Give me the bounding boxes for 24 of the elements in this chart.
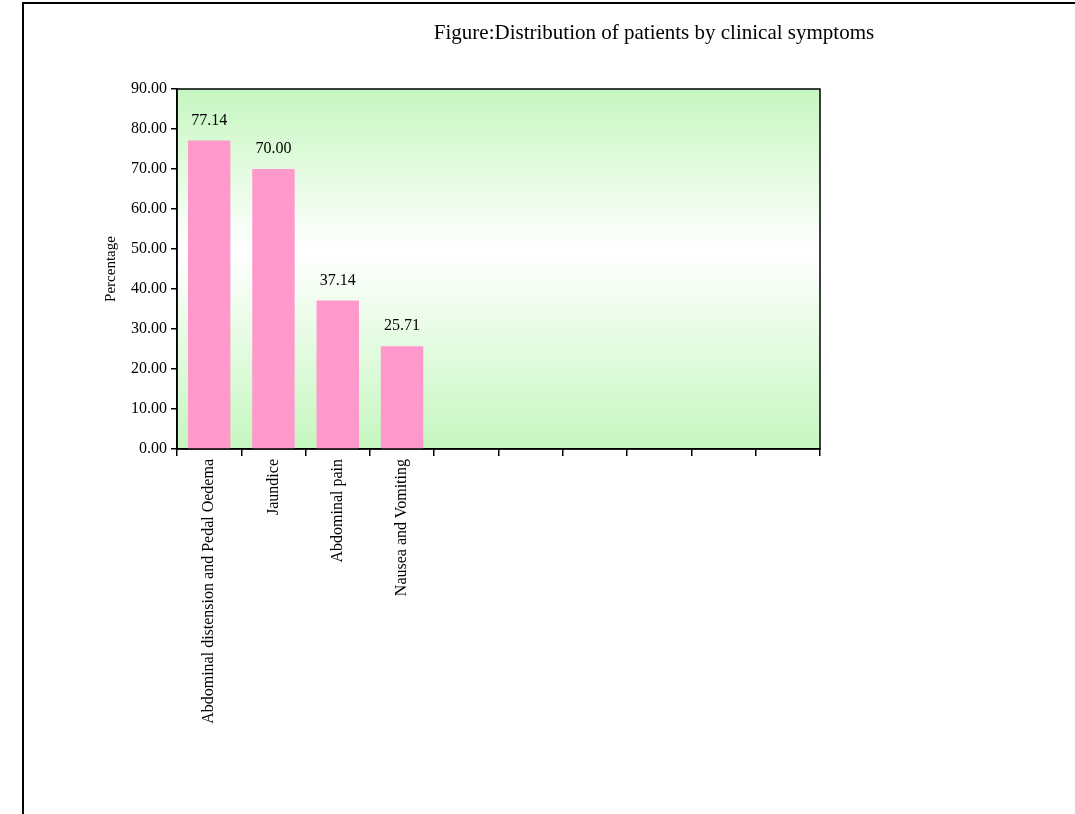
x-tick-label: Nausea and Vomiting [392,459,411,597]
x-tick-label: Abdominal distension and Pedal Oedema [199,459,217,724]
y-tick-label: 80.00 [131,119,167,137]
y-tick-label: 20.00 [131,359,167,377]
y-tick-label: 70.00 [131,159,167,177]
y-tick-label: 60.00 [131,199,167,217]
bar [187,140,231,449]
y-tick-label: 10.00 [131,399,167,417]
bar [252,169,295,449]
x-tick-label: Jaundice [263,459,281,515]
x-tick-label: Abdominal pain [327,459,346,563]
bar [380,346,424,449]
y-tick-label: 40.00 [131,279,167,297]
data-label: 70.00 [255,139,292,157]
y-tick-label: 90.00 [131,79,167,97]
y-tick-label: 0.00 [139,439,167,457]
y-tick-label: 50.00 [131,239,167,257]
data-label: 37.14 [319,270,356,288]
data-label: 25.71 [384,316,421,334]
y-axis-title: Percentage [101,235,118,302]
data-label: 77.14 [191,110,228,128]
bar [316,300,359,449]
chart-title: Figure:Distribution of patients by clinical symptoms [432,20,876,45]
y-tick-label: 30.00 [131,319,167,337]
